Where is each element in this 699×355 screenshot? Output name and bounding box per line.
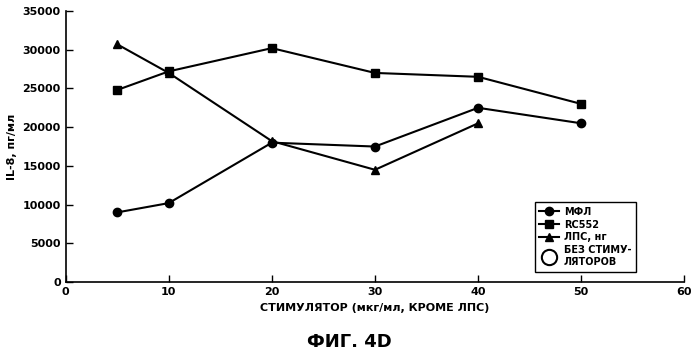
ЛПС, нг — [370, 168, 379, 172]
X-axis label: СТИМУЛЯТОР (мкг/мл, КРОМЕ ЛПС): СТИМУЛЯТОР (мкг/мл, КРОМЕ ЛПС) — [260, 302, 489, 312]
ЛПС, нг — [164, 71, 173, 75]
МФЛ — [164, 201, 173, 205]
МФЛ — [370, 144, 379, 149]
ЛПС, нг — [113, 42, 122, 47]
Line: ЛПС, нг: ЛПС, нг — [113, 40, 482, 174]
ЛПС, нг — [474, 121, 482, 125]
RC552 — [577, 102, 585, 106]
RC552 — [113, 88, 122, 92]
Text: ФИГ. 4D: ФИГ. 4D — [307, 333, 392, 351]
МФЛ — [113, 210, 122, 214]
МФЛ — [268, 141, 276, 145]
RC552 — [268, 46, 276, 50]
RC552 — [164, 69, 173, 73]
RC552 — [474, 75, 482, 79]
ЛПС, нг — [268, 139, 276, 143]
МФЛ — [474, 106, 482, 110]
Line: МФЛ: МФЛ — [113, 104, 585, 217]
Legend: МФЛ, RC552, ЛПС, нг, БЕЗ СТИМУ-
ЛЯТОРОВ: МФЛ, RC552, ЛПС, нг, БЕЗ СТИМУ- ЛЯТОРОВ — [535, 202, 636, 272]
RC552 — [370, 71, 379, 75]
Y-axis label: IL-8, пг/мл: IL-8, пг/мл — [7, 113, 17, 180]
МФЛ — [577, 121, 585, 125]
Line: RC552: RC552 — [113, 44, 585, 108]
